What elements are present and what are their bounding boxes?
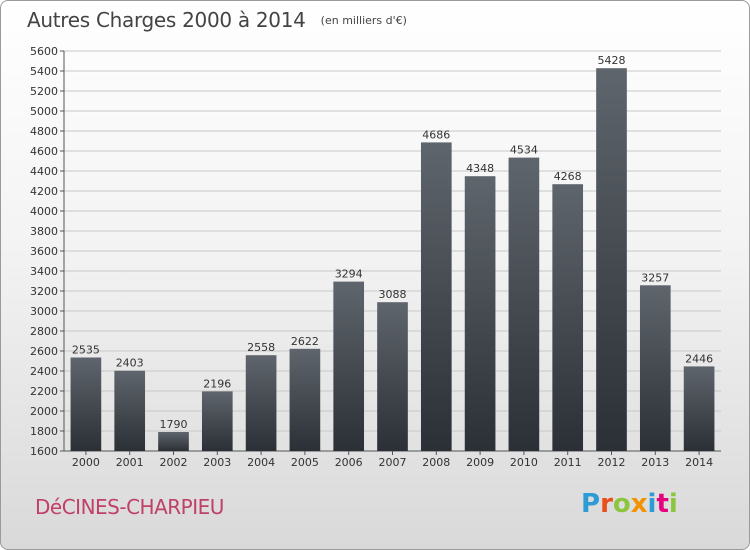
bar xyxy=(639,285,671,451)
bar xyxy=(683,366,715,451)
y-tick-label: 2000 xyxy=(30,405,58,418)
x-tick-label: 2006 xyxy=(335,456,363,469)
y-tick-label: 4800 xyxy=(30,125,58,138)
y-tick-label: 1600 xyxy=(30,445,58,458)
commune-name: DéCINES-CHARPIEU xyxy=(35,495,224,519)
y-tick-label: 1800 xyxy=(30,425,58,438)
y-tick-label: 3000 xyxy=(30,305,58,318)
y-tick-label: 2400 xyxy=(30,365,58,378)
bar xyxy=(508,157,540,451)
y-tick-label: 5400 xyxy=(30,65,58,78)
y-tick-label: 5600 xyxy=(30,45,58,58)
y-tick-label: 3600 xyxy=(30,245,58,258)
bar xyxy=(552,184,584,451)
bar-value-label: 2622 xyxy=(291,335,319,348)
y-tick-label: 4400 xyxy=(30,165,58,178)
y-tick-label: 2200 xyxy=(30,385,58,398)
bar-value-label: 5428 xyxy=(598,54,626,67)
x-tick-label: 2014 xyxy=(685,456,713,469)
y-tick-label: 3800 xyxy=(30,225,58,238)
y-tick-label: 5000 xyxy=(30,105,58,118)
bar xyxy=(70,357,102,451)
x-tick-label: 2010 xyxy=(510,456,538,469)
y-tick-label: 3200 xyxy=(30,285,58,298)
bar xyxy=(420,142,452,451)
logo-letter: i xyxy=(647,489,657,519)
bar xyxy=(333,281,365,451)
logo-letter: o xyxy=(612,489,631,519)
bar-value-label: 3257 xyxy=(641,271,669,284)
title-row: Autres Charges 2000 à 2014 (en milliers … xyxy=(27,8,407,32)
bar-value-label: 2558 xyxy=(247,341,275,354)
chart-title: Autres Charges 2000 à 2014 xyxy=(27,8,306,32)
bar xyxy=(201,391,233,451)
logo-letter: i xyxy=(668,489,678,519)
y-tick-label: 3400 xyxy=(30,265,58,278)
x-tick-label: 2005 xyxy=(291,456,319,469)
bar-value-label: 2403 xyxy=(116,357,144,370)
x-tick-label: 2001 xyxy=(116,456,144,469)
bars xyxy=(70,68,715,451)
y-tick-label: 5200 xyxy=(30,85,58,98)
logo-letter: x xyxy=(630,489,648,519)
x-tick-label: 2013 xyxy=(641,456,669,469)
bar-value-label: 4268 xyxy=(554,170,582,183)
x-tick-label: 2003 xyxy=(203,456,231,469)
y-tick-label: 4000 xyxy=(30,205,58,218)
chart-subtitle: (en milliers d'€) xyxy=(320,14,407,27)
bar-value-label: 2535 xyxy=(72,344,100,357)
bar xyxy=(377,302,408,451)
y-tick-label: 2800 xyxy=(30,325,58,338)
bar xyxy=(464,176,496,451)
labels: 1600 1800 2000 2200 2400 2600 2800 3000 3200 3400… xyxy=(30,45,713,469)
x-tick-label: 2011 xyxy=(554,456,582,469)
bar xyxy=(114,370,146,451)
bar-value-label: 1790 xyxy=(160,418,188,431)
x-tick-label: 2009 xyxy=(466,456,494,469)
logo-letter: t xyxy=(656,489,669,519)
bar-value-label: 2446 xyxy=(685,352,713,365)
y-tick-label: 2600 xyxy=(30,345,58,358)
bar-value-label: 2196 xyxy=(203,377,231,390)
bar-value-label: 3088 xyxy=(379,288,407,301)
proxiti-logo: Proxiti xyxy=(581,489,678,519)
bar xyxy=(596,68,627,451)
x-tick-label: 2004 xyxy=(247,456,275,469)
x-tick-label: 2000 xyxy=(72,456,100,469)
x-tick-label: 2002 xyxy=(160,456,188,469)
y-tick-label: 4200 xyxy=(30,185,58,198)
bar-value-label: 4534 xyxy=(510,144,538,157)
bar xyxy=(158,432,189,451)
bar-value-label: 3294 xyxy=(335,268,363,281)
logo-letter: r xyxy=(600,489,613,519)
bar xyxy=(289,348,321,451)
y-tick-label: 4600 xyxy=(30,145,58,158)
x-tick-label: 2012 xyxy=(598,456,626,469)
logo-letter: P xyxy=(581,489,601,519)
bar xyxy=(245,355,277,451)
bar-value-label: 4686 xyxy=(422,128,450,141)
x-tick-label: 2008 xyxy=(422,456,450,469)
x-tick-label: 2007 xyxy=(379,456,407,469)
bar-value-label: 4348 xyxy=(466,162,494,175)
